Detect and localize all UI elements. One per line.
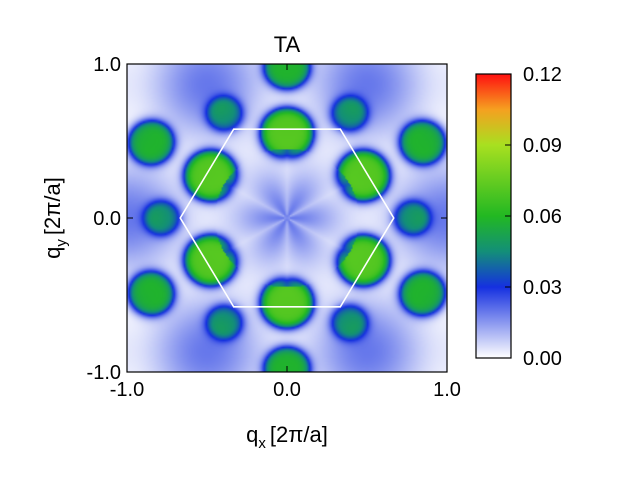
y-tick-label: -1.0: [87, 362, 121, 384]
colorbar-tick-label: 0.12: [523, 64, 562, 86]
colorbar-tick-label: 0.06: [523, 206, 562, 228]
axis-label-subscript: y: [53, 239, 70, 247]
axis-label-base: q: [40, 247, 65, 259]
x-axis-ticks: -1.0 0.0 1.0: [110, 64, 461, 401]
colorbar-tick-label: 0.09: [523, 135, 562, 157]
x-tick-label: 0.0: [273, 379, 301, 401]
y-axis-label: qy [2π/a]: [40, 177, 70, 259]
y-tick-label: 0.0: [93, 208, 121, 230]
chart-title: TA: [274, 32, 301, 57]
colorbar-ticks: 0.00 0.03 0.06 0.09 0.12: [505, 64, 562, 370]
x-tick-label: 1.0: [433, 379, 461, 401]
y-tick-label: 1.0: [93, 54, 121, 76]
brillouin-zone-hexagon: [179, 128, 395, 308]
x-tick-label: -1.0: [110, 379, 144, 401]
y-axis-ticks: -1.0 0.0 1.0: [87, 54, 447, 384]
axis-label-base: q: [246, 422, 258, 447]
heatmap-area: [127, 64, 447, 372]
axis-label-unit: [2π/a]: [270, 422, 328, 447]
axis-label-subscript: x: [258, 435, 266, 452]
colorbar-tick-label: 0.00: [523, 348, 562, 370]
x-axis-label: qx [2π/a]: [246, 422, 328, 452]
colorbar-tick-label: 0.03: [523, 277, 562, 299]
axis-label-unit: [2π/a]: [40, 177, 65, 235]
